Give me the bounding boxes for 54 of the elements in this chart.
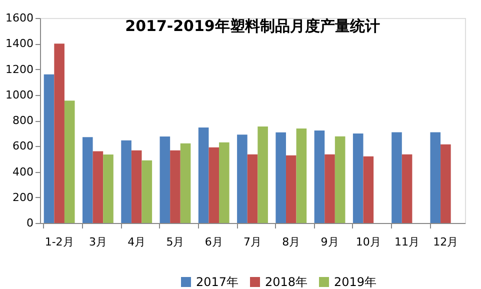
x-tick-label: 9月 (320, 236, 339, 248)
y-tick-label: 600 (12, 140, 34, 153)
x-tick-label: 7月 (244, 236, 262, 248)
x-tick-label: 3月 (88, 236, 107, 248)
bar (103, 154, 114, 223)
x-tick-label: 4月 (128, 236, 146, 248)
x-tick-label: 12月 (433, 236, 458, 248)
y-tick-label: 200 (12, 190, 34, 204)
bar (180, 143, 191, 223)
y-tick-label: 1400 (6, 37, 34, 50)
bar (402, 154, 412, 223)
bar (44, 74, 54, 223)
y-tick-label: 1600 (6, 12, 34, 24)
bar (82, 137, 93, 223)
y-tick-label: 400 (12, 165, 34, 178)
bar (64, 100, 75, 223)
bar (258, 126, 268, 223)
x-tick-label: 8月 (282, 236, 300, 248)
bar (198, 128, 209, 223)
y-tick-label: 1000 (6, 88, 34, 102)
bar (160, 136, 170, 223)
legend-label: 2019年 (334, 275, 377, 289)
bar (276, 132, 286, 223)
legend-label: 2017年 (196, 275, 239, 289)
bar (334, 136, 346, 223)
bar (430, 132, 441, 223)
x-tick-label: 11月 (394, 236, 420, 248)
x-tick-label: 5月 (166, 236, 184, 248)
bar (92, 151, 104, 223)
x-tick-label: 6月 (204, 236, 223, 248)
bar (352, 133, 364, 223)
bar (208, 147, 220, 223)
bar (219, 142, 230, 223)
bar (296, 128, 307, 223)
bar (314, 130, 325, 223)
bar (247, 154, 258, 223)
bar (286, 155, 296, 223)
bar (363, 156, 374, 223)
bar (142, 160, 152, 223)
bar (440, 144, 451, 223)
bar (237, 134, 248, 223)
bar (324, 154, 335, 223)
x-tick-label: 10月 (356, 236, 381, 248)
bar (131, 150, 142, 223)
y-tick-label: 0 (26, 216, 34, 230)
legend-label: 2018年 (265, 275, 308, 289)
chart-title: 2017-2019年塑料制品月度产量统计 (125, 17, 380, 35)
bar (54, 44, 64, 223)
y-tick-label: 1200 (6, 62, 34, 76)
y-tick-label: 800 (12, 114, 34, 127)
bar (392, 132, 402, 223)
bar (121, 140, 132, 223)
x-tick-label: 1-2月 (44, 236, 74, 248)
bar (170, 150, 180, 223)
